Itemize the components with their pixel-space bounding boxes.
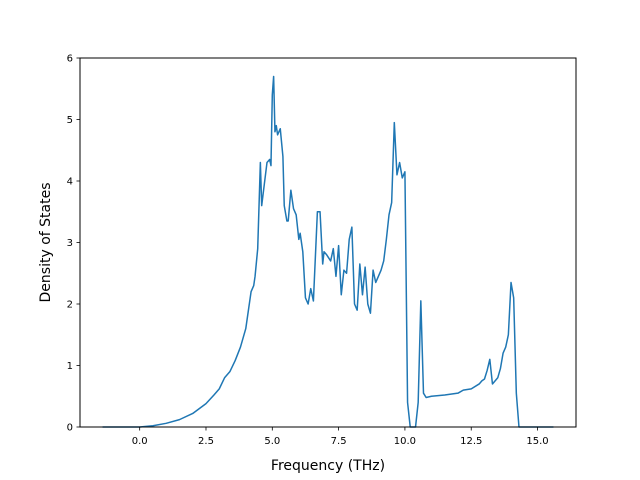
x-tick-label: 15.0 bbox=[526, 436, 548, 447]
y-tick-label: 4 bbox=[67, 177, 73, 188]
y-axis-ticks: 0 1 2 3 4 5 6 bbox=[67, 54, 80, 434]
y-tick-label: 1 bbox=[67, 361, 73, 372]
y-tick-label: 6 bbox=[67, 54, 73, 65]
dos-series-line-0 bbox=[102, 75, 554, 428]
x-axis-ticks: 0.0 2.5 5.0 7.5 10.0 12.5 15.0 bbox=[132, 427, 549, 447]
x-tick-label: 0.0 bbox=[132, 436, 148, 447]
x-tick-label: 10.0 bbox=[394, 436, 416, 447]
plot-area bbox=[80, 58, 576, 427]
y-tick-label: 3 bbox=[67, 238, 73, 249]
y-tick-label: 2 bbox=[67, 300, 73, 311]
x-tick-label: 7.5 bbox=[331, 436, 347, 447]
plot-lines bbox=[102, 75, 554, 428]
y-tick-label: 0 bbox=[67, 423, 73, 434]
x-tick-label: 2.5 bbox=[198, 436, 214, 447]
x-tick-label: 5.0 bbox=[264, 436, 280, 447]
y-axis-label: Density of States bbox=[38, 183, 54, 303]
y-tick-label: 5 bbox=[67, 115, 73, 126]
x-tick-label: 12.5 bbox=[460, 436, 482, 447]
x-axis-label: Frequency (THz) bbox=[271, 458, 385, 474]
